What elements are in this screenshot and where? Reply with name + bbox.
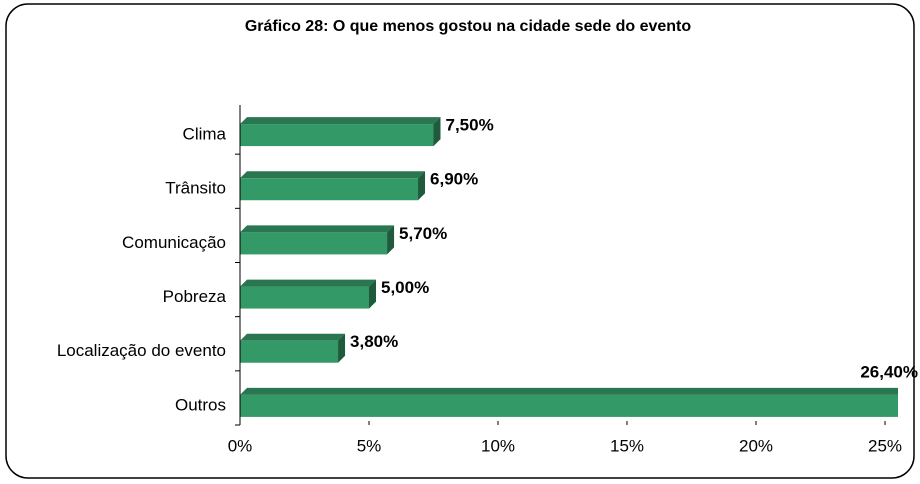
- bar-side: [369, 279, 376, 309]
- bar-top: [240, 387, 898, 395]
- bar: [240, 333, 346, 363]
- y-tick-label: Outros: [175, 395, 226, 414]
- value-label: 5,70%: [399, 224, 447, 243]
- bar: [240, 225, 395, 255]
- bar-top: [240, 333, 346, 341]
- y-tick-label: Clima: [183, 125, 227, 144]
- x-tick-label: 10%: [481, 436, 515, 455]
- value-label: 3,80%: [350, 332, 398, 351]
- bar-front: [240, 178, 419, 201]
- value-label: 26,40%: [860, 362, 918, 381]
- chart-title: Gráfico 28: O que menos gostou na cidade…: [245, 18, 692, 35]
- bar-side: [387, 225, 395, 255]
- bar: [240, 279, 376, 309]
- value-label: 7,50%: [446, 116, 494, 135]
- bar-top: [240, 225, 395, 233]
- y-tick-label: Localização do evento: [57, 341, 226, 360]
- value-label: 5,00%: [381, 278, 429, 297]
- bar-top: [240, 171, 426, 179]
- bar: [240, 387, 898, 417]
- chart-border: [5, 3, 915, 479]
- bar-side: [418, 171, 426, 201]
- x-tick-label: 20%: [739, 436, 773, 455]
- bar-top: [240, 279, 376, 287]
- bar-front: [240, 394, 898, 417]
- bar: [240, 117, 441, 147]
- y-tick-label: Trânsito: [165, 179, 226, 198]
- bar-front: [240, 124, 434, 147]
- bar-front: [240, 286, 369, 309]
- bar-front: [240, 340, 339, 363]
- bar-top: [240, 117, 441, 125]
- y-tick-label: Pobreza: [163, 287, 227, 306]
- bar-side: [338, 333, 346, 363]
- bar-side: [433, 117, 441, 147]
- plot-area: [240, 117, 898, 417]
- y-tick-label: Comunicação: [122, 233, 226, 252]
- x-tick-label: 25%: [868, 436, 902, 455]
- value-label: 6,90%: [430, 170, 478, 189]
- x-tick-label: 0%: [228, 436, 253, 455]
- x-tick-label: 15%: [610, 436, 644, 455]
- bar-front: [240, 232, 388, 255]
- bar: [240, 171, 426, 201]
- x-tick-label: 5%: [357, 436, 382, 455]
